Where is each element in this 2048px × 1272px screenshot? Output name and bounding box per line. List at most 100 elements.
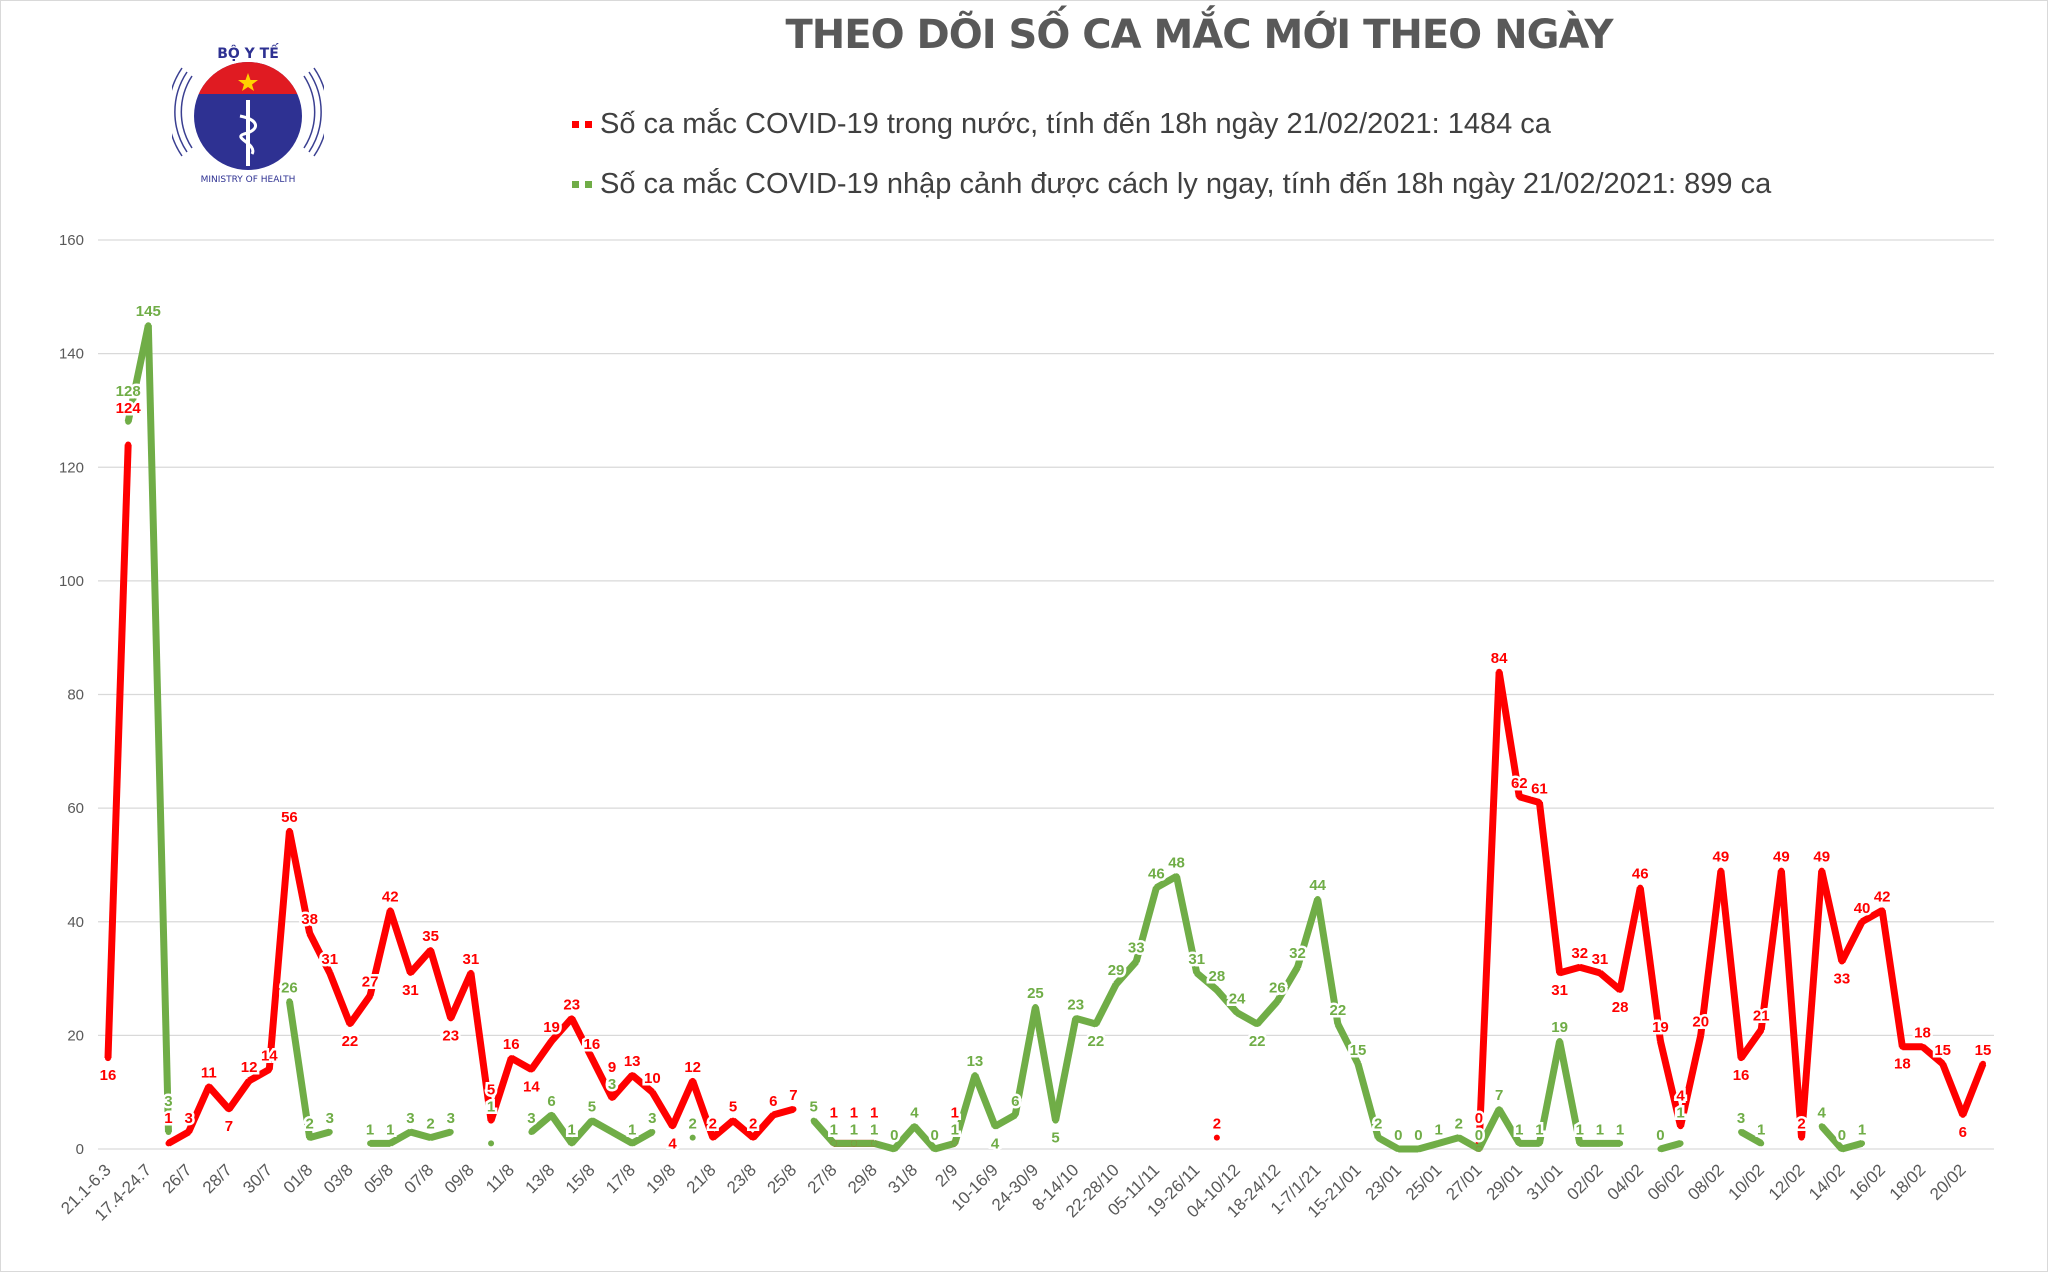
series-line-segment-imported [1274,965,1301,1004]
logo-text-top: BỘ Y TẾ [217,43,279,62]
series-line-segment-domestic [286,830,314,934]
data-label-imported: 1 [1535,1121,1543,1138]
data-point-domestic [649,1089,656,1096]
data-label-domestic: 124 [116,400,142,417]
data-label-domestic: 27 [362,974,379,991]
data-point-domestic [770,1111,777,1118]
series-line-segment-domestic [649,1090,676,1129]
series-line-segment-domestic [568,1016,595,1060]
data-label-imported: 3 [447,1110,455,1127]
logo-text-bottom: MINISTRY OF HEALTH [201,175,296,185]
data-point-domestic [1738,1055,1745,1062]
series-line-segment-domestic [326,971,354,1026]
data-point-domestic [730,1117,736,1124]
data-label-domestic: 49 [1773,849,1790,866]
series-line-segment-imported [1496,1107,1523,1146]
data-label-imported: 4 [991,1135,1000,1152]
y-tick-label: 140 [59,346,84,363]
data-label-domestic: 33 [1834,971,1851,988]
data-point-imported [427,1134,434,1141]
data-label-imported: 26 [281,979,298,996]
data-point-imported [1576,1140,1583,1147]
data-point-imported [871,1140,878,1147]
data-label-imported: 19 [1551,1019,1568,1036]
data-label-imported: 0 [1475,1127,1483,1144]
data-label-domestic: 31 [463,951,480,968]
data-label-domestic: 23 [563,996,580,1013]
data-label-domestic: 16 [1733,1067,1750,1084]
series-line-segment-domestic [772,1105,795,1119]
data-point-imported [1556,1038,1563,1045]
x-tick-label: 13/8 [522,1160,559,1197]
data-point-domestic [1859,918,1866,925]
data-label-imported: 145 [136,303,161,320]
data-point-domestic [1213,1134,1220,1141]
x-tick-label: 04/02 [1604,1160,1648,1204]
series-line-segment-domestic [528,1039,555,1072]
data-label-imported: 1 [1858,1121,1866,1138]
data-label-domestic: 31 [321,951,338,968]
data-label-imported: 1 [830,1121,838,1138]
x-tick-label: 27/8 [804,1160,841,1197]
series-line-segment-domestic [1757,870,1785,1031]
series-line-segment-domestic [1475,671,1503,1150]
data-label-domestic: 2 [749,1116,757,1133]
data-label-domestic: 16 [503,1036,520,1053]
x-tick-label: 08/02 [1684,1160,1728,1204]
data-label-imported: 1 [850,1121,858,1138]
x-tick-label: 05/8 [360,1160,397,1197]
series-line-segment-imported [388,1128,413,1147]
data-label-imported: 32 [1289,945,1306,962]
data-point-imported [830,1140,837,1147]
data-point-imported [1596,1140,1603,1147]
series-line-segment-domestic [509,1055,534,1073]
data-point-domestic [1556,969,1563,976]
series-line-segment-imported [891,1123,918,1152]
series-line-segment-domestic [386,909,414,974]
data-point-imported [1274,998,1281,1005]
series-line-segment-domestic [166,1128,191,1147]
series-line-segment-imported [873,1139,896,1153]
data-label-domestic: 19 [1652,1019,1669,1036]
series-line-segment-imported [1092,982,1120,1026]
data-label-domestic: 4 [1676,1087,1685,1104]
series-line-segment-imported [1235,1009,1259,1028]
data-point-imported [1032,1003,1039,1010]
data-label-imported: 1 [870,1121,878,1138]
data-label-imported: 3 [608,1076,616,1093]
data-point-domestic [1899,1043,1906,1050]
data-label-domestic: 31 [1592,951,1609,968]
data-point-imported [528,1128,535,1135]
data-label-imported: 1 [366,1121,374,1138]
data-label-imported: 6 [547,1093,555,1110]
x-tick-label: 01/8 [280,1160,317,1197]
data-label-imported: 28 [1209,968,1226,985]
legend-label-imported: Số ca mắc COVID-19 nhập cảnh được cách l… [600,168,1772,200]
data-label-domestic: 1 [850,1104,858,1121]
x-tick-label: 31/8 [884,1160,921,1197]
data-point-imported [1536,1140,1543,1147]
data-point-imported [165,1128,172,1135]
legend-item-imported: Số ca mắc COVID-19 nhập cảnh được cách l… [572,168,1771,201]
series-line-segment-imported [529,1112,554,1135]
data-point-domestic [1637,884,1644,891]
data-point-domestic [1980,1060,1986,1067]
data-label-domestic: 62 [1511,775,1528,792]
data-point-domestic [528,1066,535,1073]
data-label-imported: 1 [487,1099,495,1116]
series-line-segment-imported [610,1128,634,1147]
data-point-imported [1072,1015,1079,1022]
data-label-domestic: 18 [1894,1056,1911,1073]
data-point-imported [1435,1140,1442,1147]
x-tick-label: 25/01 [1402,1160,1446,1204]
series-line-segment-domestic [1518,793,1541,806]
data-point-imported [931,1146,938,1152]
series-line-segment-domestic [548,1016,575,1044]
data-label-domestic: 31 [402,982,419,999]
data-label-imported: 29 [1108,962,1125,979]
series-line-segment-domestic [1558,963,1581,977]
data-label-domestic: 1 [870,1104,878,1121]
data-label-imported: 48 [1168,854,1185,871]
series-line-segment-domestic [347,993,373,1027]
x-tick-label: 2/9 [931,1160,961,1190]
